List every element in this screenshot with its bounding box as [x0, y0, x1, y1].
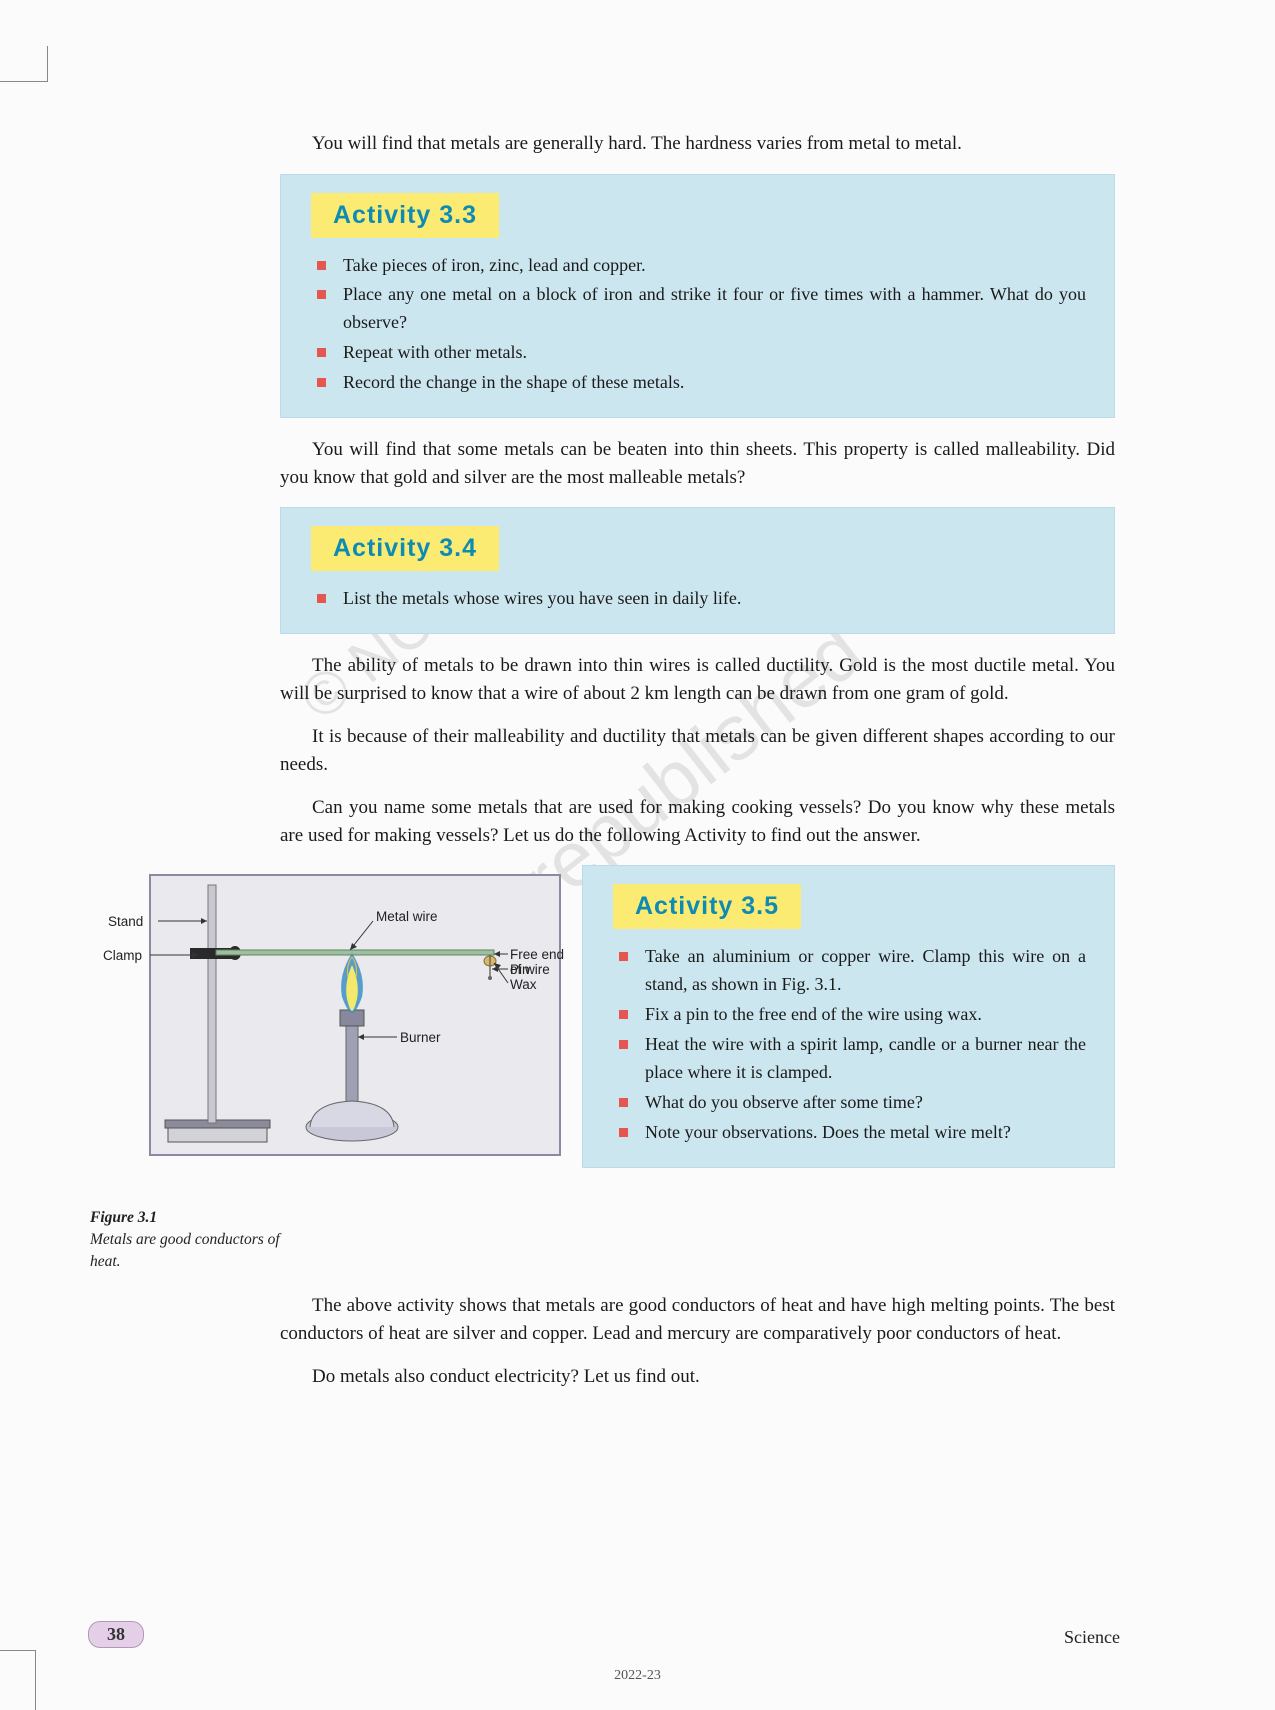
- activity-item: Fix a pin to the free end of the wire us…: [617, 1001, 1086, 1029]
- electricity-paragraph: Do metals also conduct electricity? Let …: [280, 1363, 1115, 1391]
- malleability-paragraph: You will find that some metals can be be…: [280, 436, 1115, 491]
- figure-caption-text: Metals are good conductors of heat.: [90, 1231, 280, 1270]
- page-body: You will find that metals are generally …: [280, 130, 1115, 1407]
- activity-3-5-list: Take an aluminium or copper wire. Clamp …: [605, 943, 1086, 1146]
- activity-3-3-list: Take pieces of iron, zinc, lead and copp…: [303, 252, 1086, 397]
- label-clamp: Clamp: [103, 948, 142, 963]
- label-pin: Pin: [510, 962, 530, 977]
- activity-3-5-title: Activity 3.5: [613, 884, 801, 929]
- apparatus-diagram: [90, 865, 570, 1195]
- activity-item: Record the change in the shape of these …: [315, 369, 1086, 397]
- activity-item: Note your observations. Does the metal w…: [617, 1119, 1086, 1147]
- subject-label: Science: [1064, 1627, 1120, 1648]
- ductility-paragraph-1: The ability of metals to be drawn into t…: [280, 652, 1115, 707]
- figure-number: Figure 3.1: [90, 1209, 157, 1226]
- ductility-paragraph-2: It is because of their malleability and …: [280, 723, 1115, 778]
- activity-3-3-box: Activity 3.3 Take pieces of iron, zinc, …: [280, 174, 1115, 418]
- activity-item: Take an aluminium or copper wire. Clamp …: [617, 943, 1086, 999]
- figure-caption: Figure 3.1 Metals are good conductors of…: [90, 1207, 290, 1272]
- ductility-paragraph-3: Can you name some metals that are used f…: [280, 794, 1115, 849]
- activity-3-4-title: Activity 3.4: [311, 526, 499, 571]
- activity-3-4-list: List the metals whose wires you have see…: [303, 585, 1086, 613]
- figure-activity-row: Stand Clamp Metal wire Free end of wire …: [280, 865, 1115, 1272]
- figure-3-1: Stand Clamp Metal wire Free end of wire …: [90, 865, 570, 1195]
- label-wax: Wax: [510, 977, 537, 992]
- academic-year: 2022-23: [614, 1668, 661, 1684]
- conductors-paragraph: The above activity shows that metals are…: [280, 1292, 1115, 1347]
- activity-3-3-title: Activity 3.3: [311, 193, 499, 238]
- page-number: 38: [88, 1621, 144, 1648]
- label-metal-wire: Metal wire: [376, 909, 438, 924]
- activity-item: Take pieces of iron, zinc, lead and copp…: [315, 252, 1086, 280]
- activity-item: Place any one metal on a block of iron a…: [315, 281, 1086, 337]
- activity-item: Heat the wire with a spirit lamp, candle…: [617, 1031, 1086, 1087]
- activity-item: List the metals whose wires you have see…: [315, 585, 1086, 613]
- activity-item: Repeat with other metals.: [315, 339, 1086, 367]
- activity-item: What do you observe after some time?: [617, 1089, 1086, 1117]
- label-stand: Stand: [108, 914, 143, 929]
- page-corner-top: [0, 46, 48, 82]
- intro-paragraph: You will find that metals are generally …: [280, 130, 1115, 158]
- activity-3-5-box: Activity 3.5 Take an aluminium or copper…: [582, 865, 1115, 1167]
- page-corner-bottom: [0, 1650, 36, 1710]
- activity-3-4-box: Activity 3.4 List the metals whose wires…: [280, 507, 1115, 634]
- label-burner: Burner: [400, 1030, 441, 1045]
